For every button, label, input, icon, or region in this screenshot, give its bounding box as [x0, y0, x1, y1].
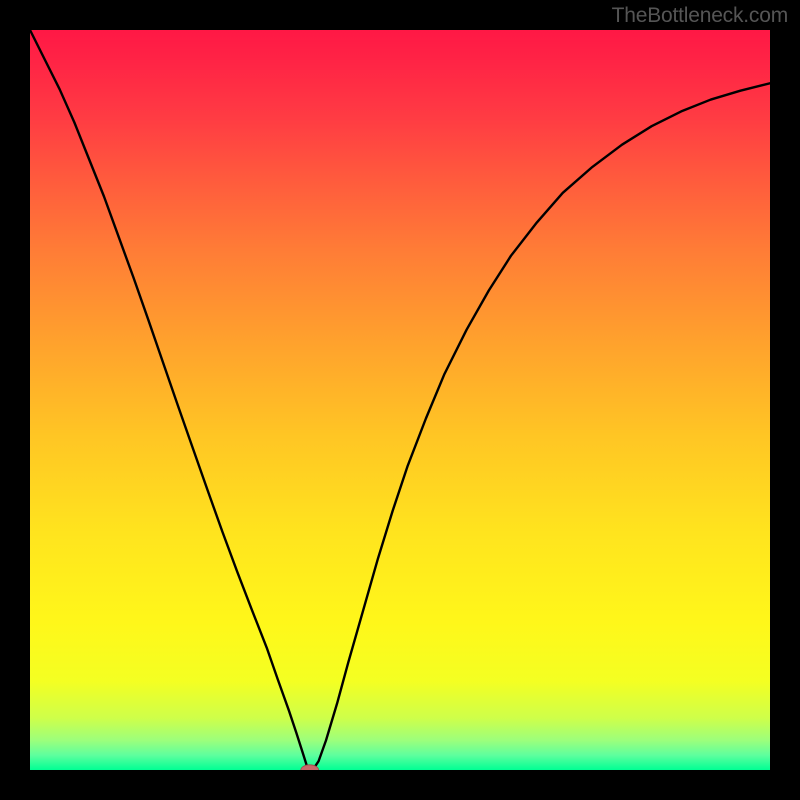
plot-svg	[30, 30, 770, 770]
watermark-text: TheBottleneck.com	[612, 4, 788, 28]
chart-container: TheBottleneck.com	[0, 0, 800, 800]
gradient-background	[30, 30, 770, 770]
plot-area	[30, 30, 770, 770]
